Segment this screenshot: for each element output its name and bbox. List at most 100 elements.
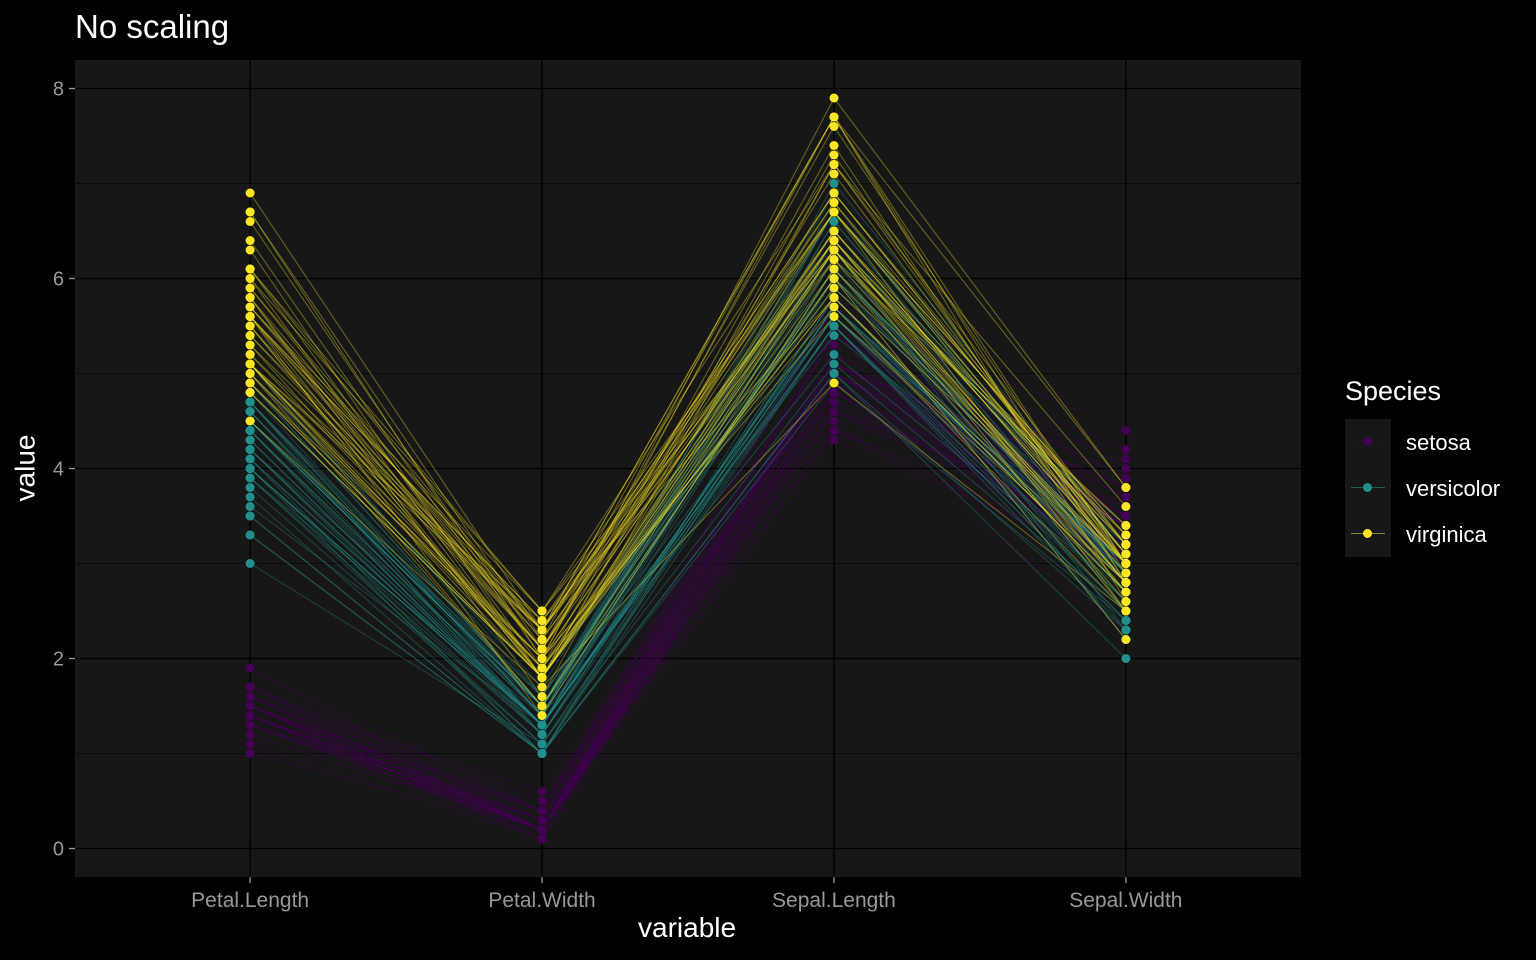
series-line-setosa xyxy=(249,353,1127,831)
data-point-virginica xyxy=(829,274,839,283)
series-line-setosa xyxy=(249,363,1127,821)
series-line-virginica xyxy=(249,296,1127,669)
data-point-versicolor xyxy=(537,720,547,730)
series-line-virginica xyxy=(249,163,1127,612)
data-point-virginica xyxy=(537,711,547,720)
data-point-virginica xyxy=(1121,502,1131,511)
series-line-versicolor xyxy=(249,258,1127,707)
data-point-versicolor xyxy=(245,445,255,454)
series-line-versicolor xyxy=(249,287,1127,707)
series-line-versicolor xyxy=(249,325,1127,726)
data-point-virginica xyxy=(245,369,255,378)
data-point-virginica xyxy=(829,293,839,302)
data-point-setosa xyxy=(245,711,255,720)
series-line-versicolor xyxy=(249,211,1127,707)
series-line-versicolor xyxy=(249,201,1127,717)
series-line-setosa xyxy=(249,306,1127,821)
data-point-virginica xyxy=(245,331,255,340)
series-line-versicolor xyxy=(249,296,1127,755)
series-line-virginica xyxy=(249,201,1127,650)
data-point-versicolor xyxy=(829,359,839,369)
series-line-versicolor xyxy=(249,296,1127,736)
data-point-setosa xyxy=(245,749,255,758)
series-line-setosa xyxy=(249,382,1127,840)
data-point-setosa xyxy=(537,806,547,815)
series-line-virginica xyxy=(249,258,1127,679)
data-point-setosa xyxy=(1121,464,1131,473)
series-line-versicolor xyxy=(249,306,1127,726)
data-point-virginica xyxy=(829,160,839,169)
data-point-virginica xyxy=(829,150,839,160)
series-line-setosa xyxy=(249,391,1127,821)
series-line-versicolor xyxy=(249,211,1127,717)
series-line-virginica xyxy=(249,249,1127,679)
series-line-versicolor xyxy=(249,306,1127,726)
data-point-setosa xyxy=(1121,511,1131,521)
series-line-setosa xyxy=(249,382,1127,831)
series-line-virginica xyxy=(249,230,1127,679)
data-point-virginica xyxy=(245,293,255,302)
data-point-versicolor xyxy=(829,369,839,378)
legend-key-setosa xyxy=(1345,419,1391,465)
series-line-virginica xyxy=(249,116,1127,641)
x-axis: Petal.Length Petal.Width Sepal.Length Sepal… xyxy=(191,877,1182,912)
data-point-virginica xyxy=(245,350,255,359)
data-point-virginica xyxy=(1121,578,1131,587)
legend-key-virginica xyxy=(1345,511,1391,557)
data-point-versicolor xyxy=(1121,625,1131,635)
data-point-virginica xyxy=(245,274,255,283)
data-point-virginica xyxy=(829,112,839,122)
data-point-virginica xyxy=(537,635,547,644)
series-line-setosa xyxy=(249,420,1127,821)
series-line-virginica xyxy=(249,144,1127,670)
series-points xyxy=(245,93,1131,844)
data-point-virginica xyxy=(245,340,255,350)
data-point-versicolor xyxy=(245,435,255,445)
data-point-setosa xyxy=(1121,454,1131,464)
data-point-versicolor xyxy=(829,321,839,331)
series-line-setosa xyxy=(249,429,1127,831)
series-line-setosa xyxy=(249,372,1127,821)
series-line-setosa xyxy=(249,363,1127,831)
data-point-setosa xyxy=(245,739,255,749)
data-point-versicolor xyxy=(1121,654,1131,663)
data-point-versicolor xyxy=(245,454,255,464)
data-point-setosa xyxy=(245,730,255,739)
series-line-setosa xyxy=(249,382,1127,840)
series-line-virginica xyxy=(249,211,1127,612)
series-line-setosa xyxy=(249,391,1127,831)
data-point-setosa xyxy=(537,787,547,796)
data-point-virginica xyxy=(1121,559,1131,568)
series-line-versicolor xyxy=(249,315,1127,726)
series-line-virginica xyxy=(249,277,1127,679)
series-line-versicolor xyxy=(249,363,1127,745)
data-point-setosa xyxy=(1121,492,1131,502)
series-line-virginica xyxy=(249,115,1127,631)
series-line-virginica xyxy=(249,287,1127,679)
data-point-versicolor xyxy=(537,730,547,739)
data-point-virginica xyxy=(245,416,255,426)
data-point-versicolor xyxy=(245,407,255,416)
series-line-setosa xyxy=(249,334,1127,831)
y-tick-label: 2 xyxy=(53,649,64,671)
data-point-versicolor xyxy=(245,511,255,521)
series-line-virginica xyxy=(249,239,1127,669)
data-point-virginica xyxy=(829,141,839,150)
series-line-versicolor xyxy=(249,239,1127,726)
series-line-versicolor xyxy=(249,334,1127,707)
series-line-setosa xyxy=(249,334,1127,831)
series-line-virginica xyxy=(249,268,1127,679)
series-line-virginica xyxy=(249,268,1127,717)
series-line-virginica xyxy=(249,249,1127,612)
series-line-versicolor xyxy=(249,182,1127,717)
y-tick-label: 6 xyxy=(53,269,64,291)
series-line-virginica xyxy=(249,296,1127,622)
data-point-virginica xyxy=(245,236,255,245)
data-point-virginica xyxy=(245,188,255,198)
data-point-virginica xyxy=(245,388,255,397)
data-point-setosa xyxy=(829,388,839,397)
data-point-virginica xyxy=(245,207,255,217)
series-lines xyxy=(249,96,1127,840)
data-point-virginica xyxy=(537,625,547,635)
series-line-setosa xyxy=(249,401,1127,831)
